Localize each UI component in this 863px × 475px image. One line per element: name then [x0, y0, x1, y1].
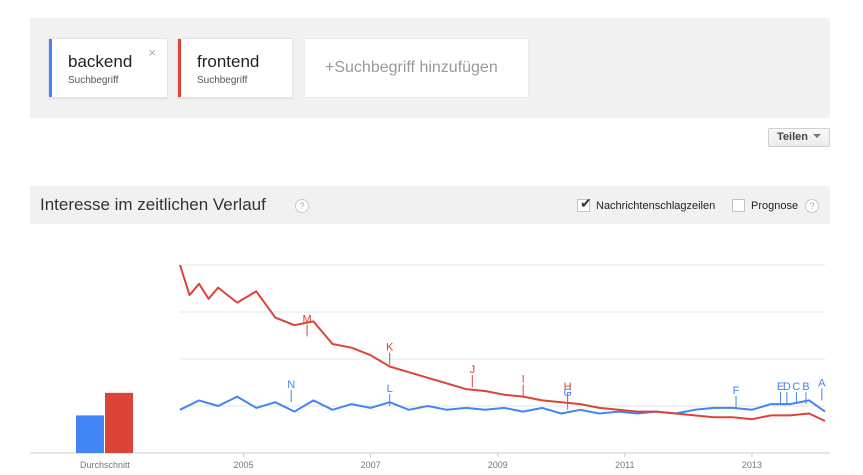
term-color-stripe	[49, 39, 52, 97]
x-tick-label: 2007	[361, 460, 381, 470]
close-icon[interactable]: ×	[148, 45, 156, 60]
term-card-frontend[interactable]: frontend Suchbegriff	[177, 38, 293, 98]
average-bar-frontend	[105, 392, 133, 453]
x-tick-label: 2011	[615, 460, 634, 470]
annotation-marker-N: N	[287, 379, 295, 391]
term-type-label: Suchbegriff	[197, 75, 248, 86]
term-type-label: Suchbegriff	[68, 75, 119, 86]
annotation-marker-K: K	[386, 342, 394, 354]
average-bar-label: Durchschnitt	[80, 460, 131, 470]
term-label[interactable]: backend	[68, 52, 133, 71]
annotation-marker-L: L	[387, 383, 393, 395]
interest-over-time-header: Interesse im zeitlichen Verlauf ? ✔ Nach…	[30, 186, 830, 224]
annotation-marker-D: D	[783, 381, 791, 393]
chevron-down-icon	[812, 134, 821, 138]
annotation-marker-E: E	[777, 381, 784, 393]
annotation-marker-J: J	[470, 364, 476, 376]
x-tick-label: 2013	[742, 460, 762, 470]
annotation-marker-C: C	[792, 381, 800, 393]
news-headlines-label[interactable]: Nachrichtenschlagzeilen	[596, 200, 716, 212]
series-line-frontend	[179, 264, 826, 422]
annotation-marker-B: B	[802, 381, 809, 393]
average-bar-backend	[76, 415, 104, 453]
term-color-stripe	[178, 39, 181, 97]
news-headlines-checkbox[interactable]: ✔	[577, 195, 592, 212]
section-title: Interesse im zeitlichen Verlauf	[40, 195, 266, 214]
search-terms-bar: backend Suchbegriff × frontend Suchbegri…	[30, 18, 830, 118]
interest-chart: Durchschnitt 2005 2007 2009 2011 2013 M K J I H N L G…	[30, 264, 830, 470]
x-tick-label: 2005	[234, 460, 254, 470]
annotation-marker-F: F	[733, 385, 740, 397]
annotation-marker-A: A	[818, 377, 826, 389]
series-line-backend	[179, 395, 826, 415]
annotation-marker-I: I	[522, 374, 525, 386]
share-label[interactable]: Teilen	[777, 131, 808, 143]
term-label[interactable]: frontend	[197, 52, 260, 71]
annotation-marker-G: G	[563, 387, 572, 399]
share-button[interactable]: Teilen	[768, 128, 830, 147]
help-icon[interactable]: ?	[295, 199, 309, 213]
help-icon[interactable]: ?	[805, 199, 819, 213]
add-term-label[interactable]: +Suchbegriff hinzufügen	[325, 59, 498, 76]
checkmark-icon: ✔	[580, 195, 592, 211]
add-term-button[interactable]: +Suchbegriff hinzufügen	[304, 38, 529, 98]
forecast-label[interactable]: Prognose	[751, 200, 799, 212]
annotation-marker-H: H	[564, 381, 572, 393]
annotation-marker-M: M	[303, 313, 312, 325]
term-card-backend[interactable]: backend Suchbegriff ×	[48, 38, 168, 98]
forecast-checkbox[interactable]	[732, 199, 745, 212]
x-tick-label: 2009	[488, 460, 508, 470]
